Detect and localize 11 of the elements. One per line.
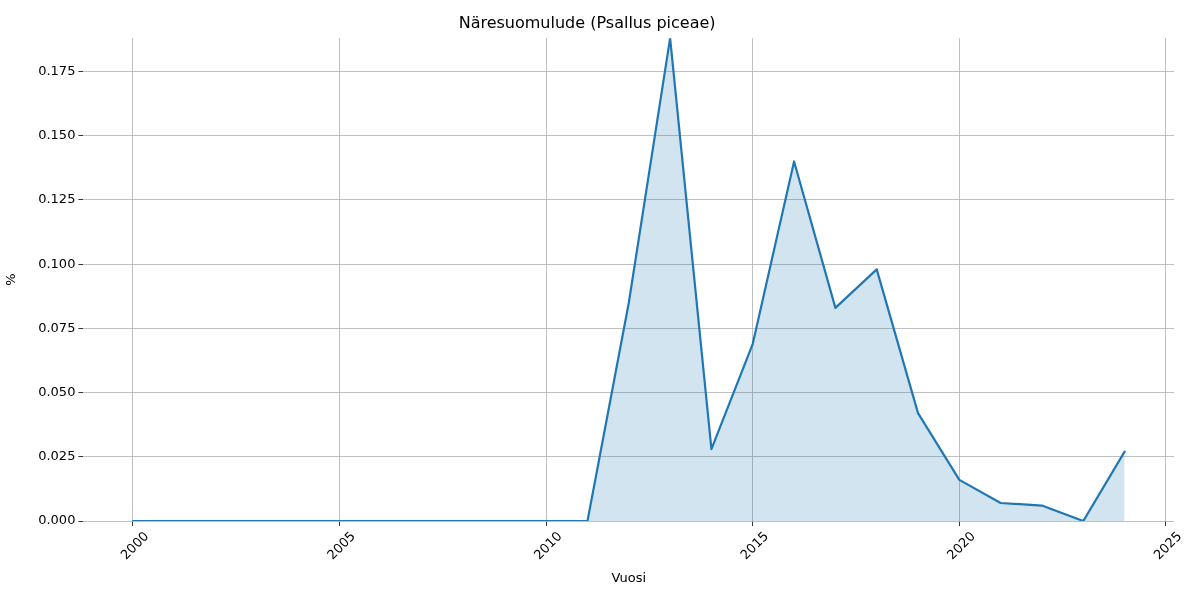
y-tick-label: 0.025 (38, 448, 76, 464)
y-tick-label: 0.150 (38, 127, 76, 143)
chart-title: Näresuomulude (Psallus piceae) (458, 12, 716, 32)
y-tick-label: 0.175 (38, 62, 76, 78)
y-axis-title: % (3, 273, 19, 286)
y-tick-label: 0.100 (38, 255, 76, 271)
y-tick-label: 0.050 (38, 383, 76, 399)
x-axis-title: Vuosi (611, 569, 647, 585)
y-tick-label: 0.125 (38, 191, 76, 207)
y-tick-label: 0.000 (38, 512, 76, 528)
y-tick-label: 0.075 (38, 319, 76, 335)
